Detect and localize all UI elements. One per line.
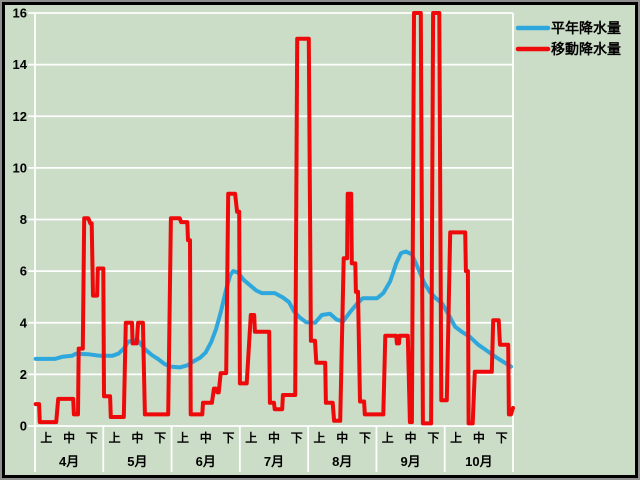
month-label-6月: 6月: [196, 454, 216, 469]
y-tick-label-10: 10: [13, 160, 27, 175]
period-label-9月-上: 上: [382, 430, 394, 445]
period-label-4月-中: 中: [63, 430, 75, 445]
period-label-7月-上: 上: [245, 430, 257, 445]
y-tick-label-8: 8: [20, 212, 27, 227]
y-tick-label-4: 4: [20, 315, 28, 330]
period-label-10月-中: 中: [473, 430, 485, 445]
period-label-7月-中: 中: [268, 430, 280, 445]
month-label-4月: 4月: [59, 454, 79, 469]
month-label-5月: 5月: [127, 454, 147, 469]
period-label-10月-上: 上: [450, 430, 462, 445]
period-label-8月-上: 上: [314, 430, 326, 445]
chart-background: [5, 5, 635, 475]
period-label-9月-中: 中: [405, 430, 417, 445]
period-label-5月-中: 中: [131, 430, 143, 445]
y-tick-label-2: 2: [20, 367, 27, 382]
period-label-4月-上: 上: [40, 430, 52, 445]
moving-precip-line: [33, 11, 515, 426]
y-tick-label-12: 12: [13, 109, 27, 124]
period-label-10月-下: 下: [496, 431, 508, 445]
period-label-7月-下: 下: [291, 431, 303, 445]
period-label-6月-下: 下: [222, 431, 234, 445]
period-label-5月-上: 上: [109, 430, 121, 445]
month-label-8月: 8月: [332, 454, 352, 469]
period-label-4月-下: 下: [86, 431, 98, 445]
period-label-6月-中: 中: [200, 430, 212, 445]
period-label-8月-下: 下: [359, 431, 371, 445]
month-label-9月: 9月: [400, 454, 420, 469]
legend-label-normal: 平年降水量: [551, 20, 621, 36]
y-tick-label-14: 14: [13, 57, 28, 72]
period-label-5月-下: 下: [154, 431, 166, 445]
month-label-10月: 10月: [465, 454, 492, 469]
period-label-8月-中: 中: [336, 430, 348, 445]
y-tick-label-0: 0: [20, 419, 27, 434]
period-label-9月-下: 下: [427, 431, 439, 445]
month-label-7月: 7月: [264, 454, 284, 469]
y-tick-label-16: 16: [13, 6, 27, 21]
legend-label-moving: 移動降水量: [551, 41, 621, 57]
y-tick-label-6: 6: [20, 264, 27, 279]
period-label-6月-上: 上: [177, 430, 189, 445]
